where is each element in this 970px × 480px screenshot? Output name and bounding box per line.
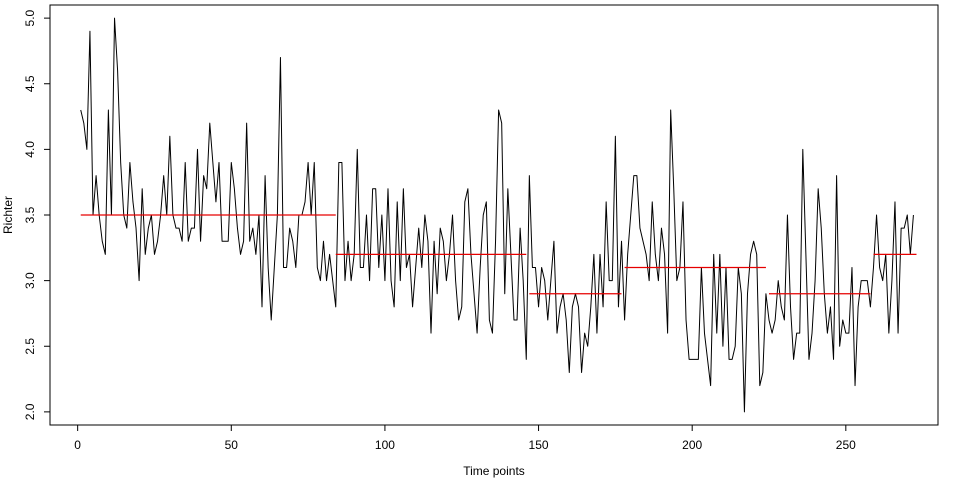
y-tick-label: 4.0 (23, 141, 37, 158)
x-tick-label: 50 (225, 438, 239, 452)
y-axis: 2.0 2.5 3.0 3.5 4.0 4.5 5.0 (23, 9, 51, 420)
y-tick-label: 2.5 (23, 338, 37, 355)
x-tick-label: 200 (682, 438, 702, 452)
y-axis-label: Richter (1, 196, 15, 234)
x-tick-label: 150 (529, 438, 549, 452)
x-tick-label: 250 (836, 438, 856, 452)
y-tick-label: 5.0 (23, 9, 37, 26)
y-tick-label: 4.5 (23, 75, 37, 92)
x-axis-label: Time points (463, 464, 525, 478)
x-axis: 0 50 100 150 200 250 (74, 424, 856, 452)
observation-line (80, 17, 914, 413)
x-tick-label: 0 (74, 438, 81, 452)
x-tick-label: 100 (375, 438, 395, 452)
y-tick-label: 3.0 (23, 272, 37, 289)
series-layer (80, 17, 917, 413)
y-tick-label: 3.5 (23, 206, 37, 223)
y-tick-label: 2.0 (23, 403, 37, 420)
